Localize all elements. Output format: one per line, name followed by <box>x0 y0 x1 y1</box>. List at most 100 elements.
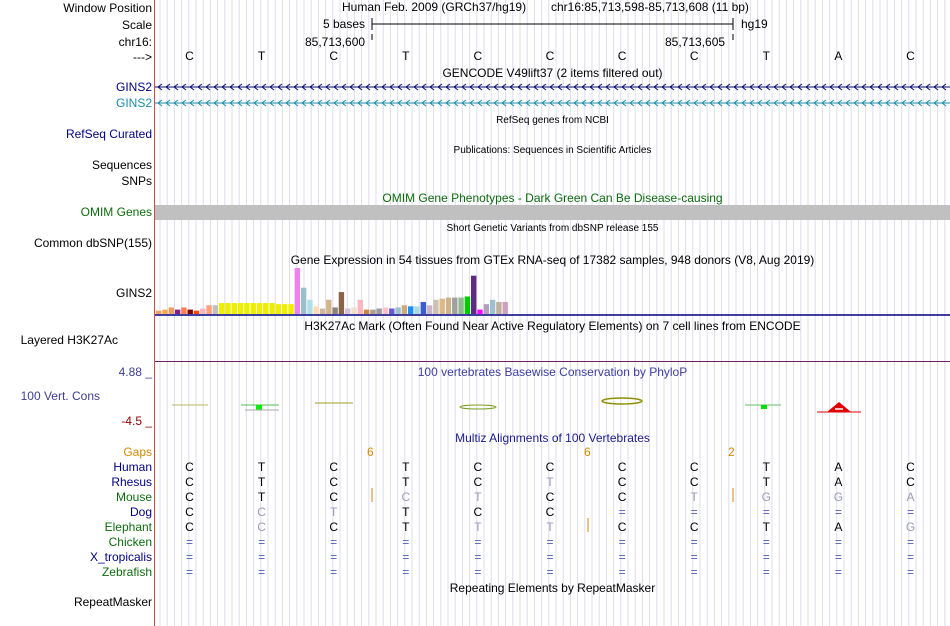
gtex-tissue-bar <box>187 309 193 314</box>
strand-chevron <box>157 83 163 91</box>
alignment-base: = <box>834 505 842 519</box>
alignment-base: = <box>474 565 482 579</box>
gtex-tissue-bar <box>351 307 357 314</box>
alignment-base: = <box>762 535 770 549</box>
species-label[interactable]: Mouse <box>115 490 152 504</box>
strand-chevron <box>597 99 603 107</box>
strand-chevron <box>829 83 835 91</box>
reference-base: C <box>906 49 915 63</box>
layered-h3k27ac-label[interactable]: Layered H3K27Ac <box>20 333 118 347</box>
strand-chevron <box>405 83 411 91</box>
strand-chevron <box>501 83 507 91</box>
strand-chevron <box>173 99 179 107</box>
strand-chevron <box>917 99 923 107</box>
strand-chevron <box>885 83 891 91</box>
reference-base: C <box>617 49 627 63</box>
species-label[interactable]: Dog <box>129 505 152 519</box>
strand-chevron <box>421 99 427 107</box>
gap-count: 6 <box>367 445 374 459</box>
h3k27ac-title: H3K27Ac Mark (Often Found Near Active Re… <box>304 319 801 333</box>
window-position-text: chr16:85,713,598-85,713,608 (11 bp) <box>551 0 749 14</box>
strand-chevron <box>661 99 667 107</box>
common-dbsnp-label[interactable]: Common dbSNP(155) <box>33 236 152 250</box>
snps-label[interactable]: SNPs <box>121 174 152 188</box>
strand-chevron <box>725 99 731 107</box>
gtex-tissue-bar <box>219 303 225 314</box>
species-label[interactable]: Elephant <box>104 520 152 534</box>
gtex-gene-label[interactable]: GINS2 <box>115 286 152 300</box>
strand-chevron <box>733 99 739 107</box>
gap-count: 6 <box>584 445 591 459</box>
species-label[interactable]: Chicken <box>108 535 152 549</box>
reference-base: C <box>545 49 555 63</box>
strand-chevron <box>717 99 723 107</box>
gtex-tissue-bar <box>263 303 269 314</box>
species-label[interactable]: Zebrafish <box>101 565 152 579</box>
gtex-tissue-bar <box>200 308 206 314</box>
strand-chevron <box>229 83 235 91</box>
alignment-base: C <box>329 460 339 474</box>
strand-chevron <box>877 99 883 107</box>
gencode-gins2-alt-label[interactable]: GINS2 <box>115 96 152 110</box>
vert-cons-label[interactable]: 100 Vert. Cons <box>20 389 100 403</box>
sequences-label[interactable]: Sequences <box>91 158 152 172</box>
species-label[interactable]: Human <box>113 460 152 474</box>
strand-chevron <box>685 99 691 107</box>
strand-chevron <box>669 99 675 107</box>
strand-chevron <box>789 83 795 91</box>
label-separator <box>154 0 155 626</box>
alignment-base: = <box>690 505 698 519</box>
gtex-expression-chart[interactable] <box>155 0 950 320</box>
strand-chevron <box>285 83 291 91</box>
reference-base: C <box>329 49 339 63</box>
strand-chevron <box>901 99 907 107</box>
refseq-curated-label[interactable]: RefSeq Curated <box>65 127 152 141</box>
strand-chevron <box>653 99 659 107</box>
strand-chevron <box>869 99 875 107</box>
gtex-tissue-bar <box>345 308 351 314</box>
strand-chevron <box>349 99 355 107</box>
strand-chevron <box>637 99 643 107</box>
strand-chevron <box>821 99 827 107</box>
gaps-label: Gaps <box>123 445 152 459</box>
species-label[interactable]: X_tropicalis <box>89 550 152 564</box>
alignment-base: C <box>617 475 627 489</box>
strand-chevron <box>461 99 467 107</box>
strand-chevron <box>645 83 651 91</box>
gtex-tissue-bar <box>225 303 231 314</box>
strand-chevron <box>909 83 915 91</box>
alignment-base: C <box>401 490 411 504</box>
strand-chevron <box>301 83 307 91</box>
strand-chevron <box>269 99 275 107</box>
alignment-base: G <box>761 490 771 504</box>
strand-chevron <box>509 83 515 91</box>
phylop-glyphs[interactable] <box>155 0 950 420</box>
alignment-base: C <box>329 520 339 534</box>
strand-chevron <box>741 83 747 91</box>
gtex-tissue-bar <box>244 303 250 314</box>
gene-models[interactable] <box>155 0 950 120</box>
gtex-tissue-bar <box>414 306 420 314</box>
species-label[interactable]: Rhesus <box>111 475 152 489</box>
alignment-base: C <box>617 490 627 504</box>
strand-chevron <box>693 99 699 107</box>
repeatmasker-label[interactable]: RepeatMasker <box>73 595 152 609</box>
track-data-area[interactable]: Human Feb. 2009 (GRCh37/hg19) chr16:85,7… <box>155 0 950 626</box>
gtex-tissue-bar <box>326 299 332 314</box>
strand-chevron <box>693 83 699 91</box>
gencode-gins2-label[interactable]: GINS2 <box>115 80 152 94</box>
strand-chevron <box>165 83 171 91</box>
scale-bar <box>371 18 734 40</box>
alignment-base: T <box>762 460 770 474</box>
omim-genes-label[interactable]: OMIM Genes <box>80 205 152 219</box>
strand-chevron <box>429 99 435 107</box>
strand-chevron <box>405 99 411 107</box>
phylop-glyph <box>827 402 851 412</box>
strand-chevron <box>861 99 867 107</box>
strand-chevron <box>685 83 691 91</box>
alignment-base: C <box>617 520 627 534</box>
strand-chevron <box>621 99 627 107</box>
omim-gene-bar[interactable] <box>155 205 950 220</box>
alignment-base: C <box>473 475 483 489</box>
